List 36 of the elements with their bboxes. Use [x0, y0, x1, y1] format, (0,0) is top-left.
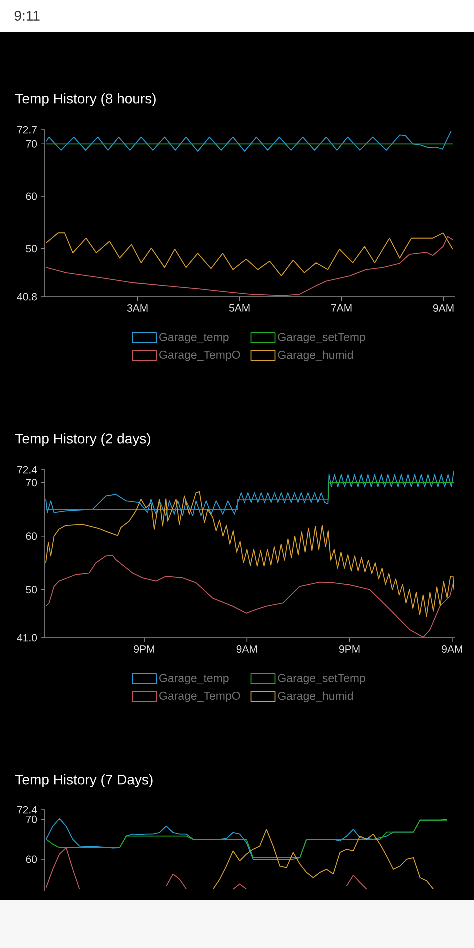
- chart-title: Temp History (8 hours): [16, 93, 156, 107]
- legend-label: Garage_setTemp: [278, 333, 366, 344]
- legend-label: Garage_TempO: [160, 350, 240, 362]
- y-tick-label: 70: [26, 140, 38, 148]
- chart-title: Temp History (2 days): [16, 433, 150, 447]
- x-tick-label: 9AM: [236, 646, 258, 653]
- y-tick-label: 50: [26, 586, 38, 594]
- y-tick-label: 70: [26, 816, 38, 824]
- text: 9:11: [14, 11, 40, 21]
- x-tick-label: 9AM: [433, 304, 454, 312]
- y-tick-label: 60: [26, 192, 38, 200]
- x-tick-label: 3AM: [127, 304, 148, 312]
- x-tick-label: 9PM: [339, 646, 360, 653]
- y-tick-label: 72.4: [18, 806, 38, 814]
- line-series: [46, 130, 452, 152]
- y-tick-label: 70: [26, 479, 38, 487]
- legend-label: Garage_temp: [160, 674, 229, 685]
- x-tick-label: 9PM: [134, 646, 154, 653]
- x-tick-label: 9AM: [442, 646, 462, 653]
- legend-label: Garage_TempO: [160, 692, 240, 702]
- line-series: [46, 232, 454, 277]
- y-tick-label: 60: [26, 856, 38, 864]
- line-series: [212, 829, 434, 890]
- legend-label: Garage_setTemp: [278, 674, 366, 685]
- y-tick-label: 50: [26, 245, 38, 253]
- legend-label: Garage_humid: [278, 350, 354, 362]
- chart-title: Temp History (7 Days): [16, 774, 153, 788]
- y-tick-label: 60: [26, 532, 38, 540]
- x-tick-label: 7AM: [332, 304, 352, 312]
- y-tick-label: 72.4: [18, 466, 38, 474]
- x-tick-label: 5AM: [229, 304, 250, 312]
- y-tick-label: 72.7: [18, 126, 37, 134]
- legend-label: Garage_humid: [278, 692, 354, 702]
- y-tick-label: 41.0: [17, 634, 38, 642]
- legend-label: Garage_temp: [160, 333, 229, 344]
- y-tick-label: 40.8: [17, 293, 38, 301]
